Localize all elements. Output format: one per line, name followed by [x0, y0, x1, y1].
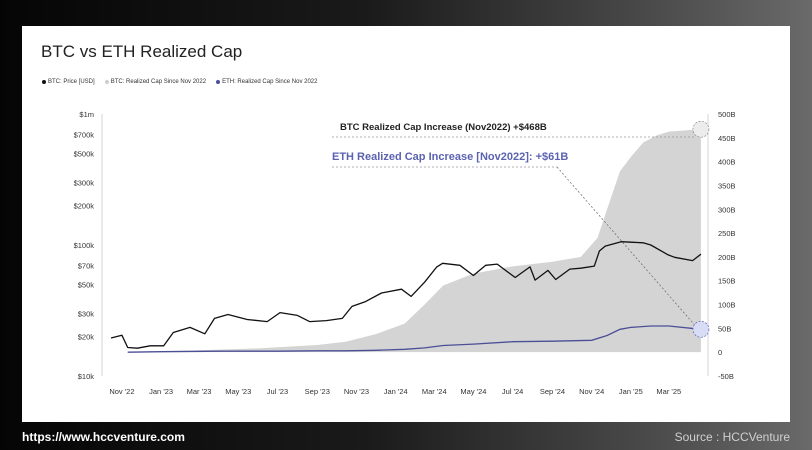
left-axis-tick-label: $50k — [78, 280, 95, 289]
left-axis-tick-label: $300k — [74, 178, 95, 187]
legend-swatch-btc-price — [42, 80, 46, 84]
right-axis-tick-label: 300B — [718, 205, 736, 214]
btc-realized-cap-area — [127, 129, 701, 353]
btc-price-line — [110, 241, 702, 349]
left-axis-tick-label: $700k — [74, 130, 95, 139]
right-axis-tick-label: 0 — [718, 348, 722, 357]
eth-annotation-text: ETH Realized Cap Increase [Nov2022]: +$6… — [332, 151, 568, 163]
x-axis-tick-label: Mar '23 — [187, 387, 212, 396]
left-axis-tick-label: $100k — [74, 241, 95, 250]
legend-item-btc-rcap[interactable]: BTC: Realized Cap Since Nov 2022 — [104, 79, 207, 85]
legend-label-btc-rcap: BTC: Realized Cap Since Nov 2022 — [110, 79, 207, 85]
chart-title: BTC vs ETH Realized Cap — [41, 42, 243, 61]
x-axis-tick-label: Nov '22 — [109, 387, 134, 396]
legend-swatch-eth-rcap — [216, 80, 221, 84]
right-axis-tick-label: 500B — [718, 110, 736, 119]
right-axis-tick-label: 100B — [718, 301, 736, 310]
legend-item-eth-rcap[interactable]: ETH: Realized Cap Since Nov 2022 — [216, 79, 317, 85]
left-axis-tick-label: $70k — [78, 261, 95, 270]
x-axis-tick-label: Jan '23 — [149, 387, 173, 396]
right-axis-tick-label: 50B — [718, 324, 731, 333]
x-axis-tick-label: Nov '23 — [344, 387, 369, 396]
chart-card: BTC vs ETH Realized Cap BTC: Price [USD]… — [22, 26, 790, 422]
legend-label-eth-rcap: ETH: Realized Cap Since Nov 2022 — [222, 79, 318, 85]
x-axis-tick-label: Jul '23 — [267, 387, 288, 396]
legend: BTC: Price [USD] BTC: Realized Cap Since… — [42, 79, 317, 85]
right-axis-tick-label: 250B — [718, 229, 736, 238]
left-axis-tick-label: $10k — [78, 372, 95, 381]
eth-realized-cap-line — [127, 325, 701, 353]
right-axis-tick-label: -50B — [718, 372, 734, 381]
plot-area: $1m $700k $500k $300k $200k $100k $70k $50k $30k… — [74, 110, 736, 396]
x-axis-tick-label: Mar '24 — [422, 387, 447, 396]
footer-url[interactable]: https://www.hccventure.com — [22, 430, 185, 444]
right-axis-tick-label: 150B — [718, 277, 736, 286]
x-axis-tick-label: Mar '25 — [656, 387, 681, 396]
left-axis-tick-label: $30k — [78, 309, 95, 318]
x-axis-tick-label: Nov '24 — [579, 387, 604, 396]
eth-annotation-leader — [556, 166, 696, 326]
x-axis-tick-label: Jul '24 — [502, 387, 523, 396]
left-axis-tick-label: $1m — [79, 110, 94, 119]
legend-label-btc-price: BTC: Price [USD] — [48, 79, 95, 85]
right-axis-tick-label: 400B — [718, 158, 736, 167]
footer-source: Source : HCCVenture — [674, 430, 790, 444]
left-axis-tick-label: $500k — [74, 149, 95, 158]
legend-item-btc-price[interactable]: BTC: Price [USD] — [42, 79, 95, 85]
left-axis-tick-label: $200k — [74, 202, 95, 211]
x-axis-tick-label: May '24 — [460, 387, 486, 396]
right-axis-tick-label: 200B — [718, 253, 736, 262]
x-axis-tick-label: May '23 — [225, 387, 251, 396]
btc-annotation-text: BTC Realized Cap Increase (Nov2022) +$46… — [340, 122, 547, 133]
eth-annotation-marker — [692, 320, 710, 338]
x-axis-tick-label: Jan '25 — [619, 387, 643, 396]
x-axis-tick-label: Sep '23 — [305, 387, 330, 396]
x-axis-tick-label: Jan '24 — [384, 387, 408, 396]
x-axis-tick-label: Sep '24 — [540, 387, 565, 396]
btc-annotation-marker — [692, 120, 710, 138]
left-axis-tick-label: $20k — [78, 333, 95, 342]
right-axis-tick-label: 350B — [718, 181, 736, 190]
legend-swatch-btc-rcap — [104, 80, 109, 84]
right-axis-tick-label: 450B — [718, 134, 736, 143]
